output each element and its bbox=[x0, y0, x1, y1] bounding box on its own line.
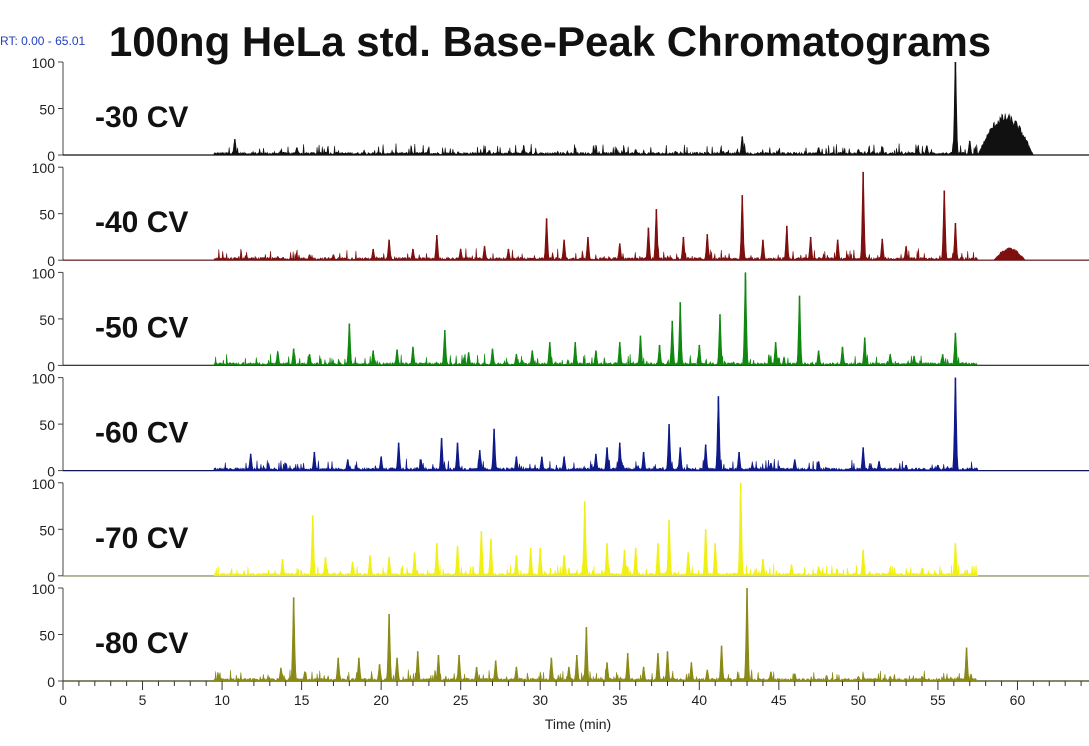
y-tick-label: 0 bbox=[47, 253, 55, 269]
x-axis-label: Time (min) bbox=[545, 716, 611, 732]
y-tick-label: 100 bbox=[32, 265, 56, 281]
series-label: -40 CV bbox=[95, 206, 188, 239]
y-tick-label: 50 bbox=[39, 522, 55, 538]
series-label: -60 CV bbox=[95, 417, 188, 450]
x-tick-label: 50 bbox=[851, 692, 867, 708]
series-trace bbox=[63, 274, 1089, 367]
series-trace bbox=[63, 482, 1089, 577]
y-tick-label: 0 bbox=[47, 674, 55, 690]
x-tick-label: 5 bbox=[139, 692, 147, 708]
series-trace bbox=[63, 588, 1089, 682]
panel-2: 0 50 100 -40 CV bbox=[32, 160, 1089, 269]
x-tick-label: 30 bbox=[532, 692, 548, 708]
series-label: -30 CV bbox=[95, 101, 188, 134]
series-trace bbox=[63, 62, 1089, 156]
x-tick-label: 20 bbox=[373, 692, 389, 708]
series-label: -70 CV bbox=[95, 522, 188, 555]
rt-range-label: RT: 0.00 - 65.01 bbox=[0, 34, 86, 48]
x-tick-label: 60 bbox=[1010, 692, 1026, 708]
x-tick-label: 10 bbox=[214, 692, 230, 708]
chart-title: 100ng HeLa std. Base-Peak Chromatograms bbox=[108, 18, 992, 65]
x-tick-label: 25 bbox=[453, 692, 469, 708]
x-tick-label: 55 bbox=[930, 692, 946, 708]
x-tick-label: 35 bbox=[612, 692, 628, 708]
series-trace bbox=[63, 174, 1089, 261]
y-tick-label: 50 bbox=[39, 312, 55, 328]
series-trace bbox=[63, 377, 1089, 472]
y-tick-label: 100 bbox=[32, 160, 56, 176]
panel-6: 0 50 100 -80 CV bbox=[32, 581, 1089, 690]
panel-5: 0 50 100 -70 CV bbox=[32, 476, 1089, 585]
y-tick-label: 50 bbox=[39, 417, 55, 433]
y-tick-label: 100 bbox=[32, 476, 56, 492]
y-tick-label: 0 bbox=[47, 464, 55, 480]
y-tick-label: 50 bbox=[39, 628, 55, 644]
x-tick-label: 15 bbox=[294, 692, 310, 708]
y-tick-label: 0 bbox=[47, 148, 55, 164]
panel-1: 0 50 100 -30 CV bbox=[32, 55, 1089, 164]
x-tick-label: 40 bbox=[692, 692, 708, 708]
series-label: -80 CV bbox=[95, 627, 188, 660]
y-tick-label: 0 bbox=[47, 569, 55, 585]
series-label: -50 CV bbox=[95, 311, 188, 344]
y-tick-label: 100 bbox=[32, 371, 56, 387]
x-tick-label: 45 bbox=[771, 692, 787, 708]
y-tick-label: 100 bbox=[32, 55, 56, 71]
panel-3: 0 50 100 -50 CV bbox=[32, 265, 1089, 374]
x-axis: 0510152025303540455055606Time (min) bbox=[59, 681, 1082, 732]
y-tick-label: 50 bbox=[39, 102, 55, 118]
y-tick-label: 100 bbox=[32, 581, 56, 597]
y-tick-label: 0 bbox=[47, 358, 55, 374]
x-tick-label: 0 bbox=[59, 692, 67, 708]
panel-4: 0 50 100 -60 CV bbox=[32, 371, 1089, 480]
y-tick-label: 50 bbox=[39, 207, 55, 223]
